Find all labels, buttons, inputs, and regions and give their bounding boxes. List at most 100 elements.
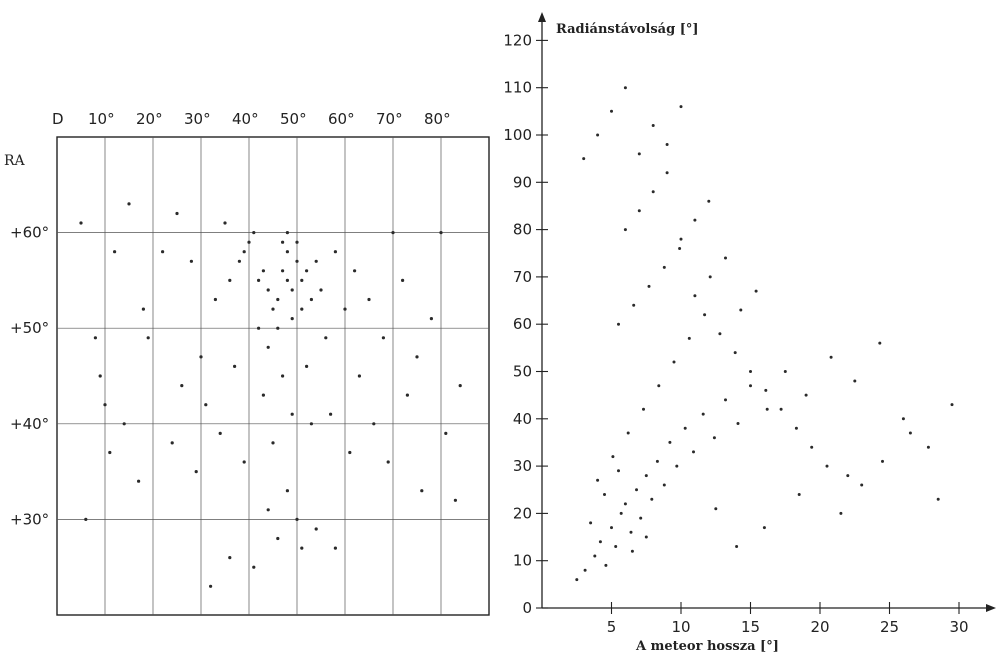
- sky-map-point: [252, 565, 256, 569]
- length-point: [582, 157, 586, 161]
- length-point: [637, 152, 641, 156]
- length-points: [575, 86, 954, 582]
- sky-map-x-tick-label: 40°: [232, 110, 259, 128]
- sky-map-point: [189, 259, 193, 263]
- length-point: [764, 388, 768, 392]
- sky-map-point: [300, 278, 304, 282]
- sky-map-point: [233, 364, 237, 368]
- length-point: [623, 86, 627, 90]
- sky-map-point: [84, 517, 88, 522]
- length-point: [623, 228, 627, 232]
- sky-map-point: [285, 489, 289, 493]
- length-y-tick-label: 20: [513, 504, 532, 522]
- sky-map-x-tick-label: 20°: [136, 110, 163, 128]
- length-point: [701, 412, 705, 416]
- length-point: [724, 398, 727, 402]
- length-point: [662, 483, 666, 487]
- length-point: [655, 459, 659, 463]
- length-point: [603, 493, 606, 496]
- sky-map-point: [367, 297, 371, 302]
- length-point: [881, 459, 884, 463]
- sky-map-point: [281, 269, 285, 273]
- sky-map-point: [247, 240, 251, 244]
- length-point: [804, 393, 808, 397]
- length-y-tick-label: 40: [513, 410, 532, 428]
- length-point: [749, 384, 752, 388]
- length-y-tick-label: 90: [513, 173, 532, 191]
- sky-map-point: [458, 384, 462, 388]
- length-point: [617, 469, 620, 473]
- length-point: [642, 407, 645, 411]
- sky-map-point: [415, 355, 419, 359]
- sky-map-point: [295, 517, 299, 522]
- length-point: [754, 289, 758, 293]
- length-y-tick-label: 70: [513, 268, 532, 286]
- sky-map-x-tick-label: 70°: [376, 110, 403, 128]
- length-point: [668, 440, 672, 444]
- length-point: [829, 355, 833, 359]
- sky-map-point: [271, 307, 275, 311]
- length-point: [736, 422, 740, 425]
- length-y-tick-label: 0: [522, 599, 532, 617]
- length-point: [679, 105, 683, 109]
- length-point: [708, 275, 712, 279]
- length-point: [712, 436, 716, 440]
- sky-map-point: [276, 297, 280, 302]
- sky-map-point: [295, 240, 299, 244]
- sky-map-x-tick-label: 60°: [328, 110, 355, 128]
- length-point: [675, 464, 679, 468]
- sky-map-x-tick-labels: 10° 20° 30° 40° 50° 60° 70° 80°: [88, 110, 451, 128]
- length-point: [593, 554, 597, 558]
- length-point: [644, 474, 648, 478]
- length-point: [596, 133, 600, 137]
- sky-map-x-tick-label: 30°: [184, 110, 211, 128]
- sky-map-point: [329, 412, 333, 416]
- sky-map-x-tick-label: 10°: [88, 110, 115, 128]
- sky-map-point: [300, 307, 304, 311]
- sky-map-point: [357, 374, 361, 378]
- sky-map-point: [333, 250, 337, 254]
- length-point: [665, 143, 669, 146]
- sky-map-point: [381, 336, 385, 340]
- length-point: [901, 417, 905, 421]
- length-point: [693, 294, 697, 298]
- length-point: [783, 370, 787, 373]
- length-x-tick-label: 20: [810, 618, 829, 636]
- sky-map-point: [175, 211, 179, 216]
- sky-map-xlabel: D: [52, 110, 64, 128]
- sky-map-point: [314, 259, 318, 263]
- length-point: [718, 332, 722, 336]
- length-y-tick-label: 80: [513, 221, 532, 239]
- length-point: [693, 218, 697, 222]
- sky-map-point: [391, 231, 395, 235]
- length-point: [623, 502, 627, 506]
- length-y-tick-label: 100: [503, 126, 532, 144]
- sky-map-point: [290, 412, 294, 416]
- length-point: [635, 488, 638, 492]
- sky-map-point: [261, 393, 265, 397]
- length-point: [639, 516, 643, 520]
- sky-map-point: [127, 202, 131, 206]
- length-point: [724, 256, 727, 260]
- sky-map-point: [218, 431, 222, 435]
- length-point: [610, 526, 613, 530]
- sky-map-point: [266, 345, 270, 349]
- sky-map-frame: [56, 136, 490, 616]
- length-point: [610, 109, 613, 113]
- length-point: [604, 563, 608, 567]
- length-point: [794, 426, 798, 430]
- sky-map-point: [285, 231, 289, 235]
- sky-map-point: [285, 278, 289, 282]
- length-point: [617, 322, 620, 326]
- sky-map-y-tick-label: +50°: [10, 319, 49, 337]
- sky-map-point: [237, 259, 241, 263]
- sky-map-point: [137, 479, 141, 483]
- length-x-tick-label: 5: [607, 618, 617, 636]
- sky-map-point: [257, 278, 261, 282]
- length-point: [629, 530, 633, 534]
- length-x-ticks: 5 10 15 20 25 30: [607, 602, 969, 636]
- sky-map-x-tick-label: 50°: [280, 110, 307, 128]
- length-point: [679, 237, 683, 241]
- sky-map-points: [79, 202, 462, 588]
